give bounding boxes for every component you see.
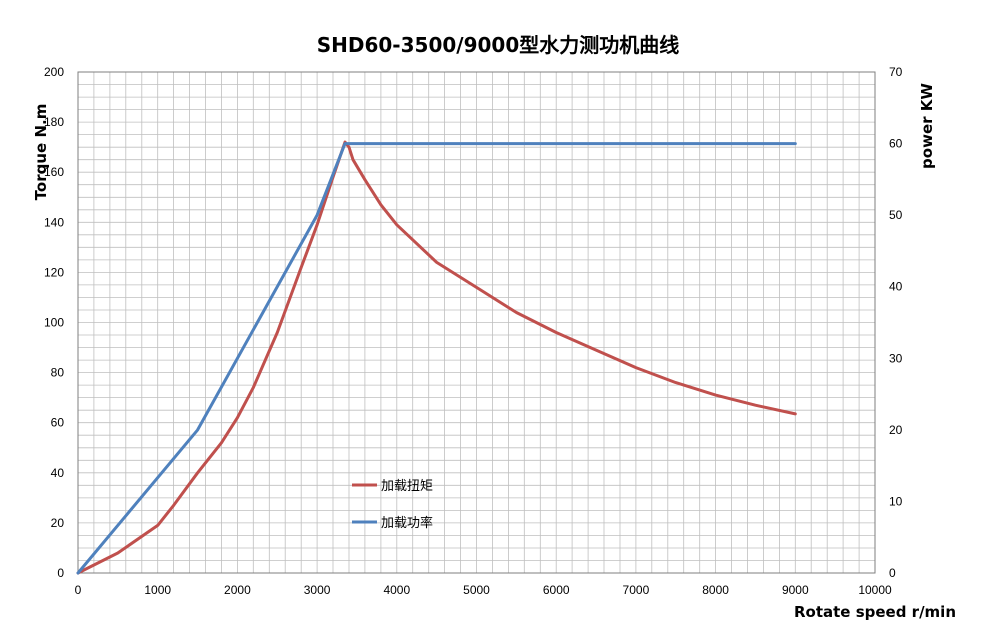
- y-left-tick-label: 160: [44, 165, 64, 179]
- y-left-axis-ticks: 0 20 40 60 80 100 120 140 160 180 200: [44, 65, 64, 580]
- y-left-axis-title: Torque N.m: [32, 104, 50, 201]
- y-right-tick-label: 40: [889, 280, 903, 294]
- x-tick-label: 5000: [463, 583, 490, 597]
- y-right-tick-label: 10: [889, 494, 903, 508]
- y-left-tick-label: 0: [57, 566, 64, 580]
- y-left-tick-label: 100: [44, 316, 64, 330]
- x-tick-label: 6000: [543, 583, 570, 597]
- series-line-torque: [76, 140, 797, 575]
- x-axis-title: Rotate speed r/min: [794, 603, 956, 621]
- y-right-tick-label: 70: [889, 65, 903, 79]
- legend-entry-label: 加载功率: [381, 515, 433, 531]
- y-right-tick-label: 30: [889, 351, 903, 365]
- x-tick-label: 4000: [383, 583, 410, 597]
- y-left-tick-label: 20: [51, 516, 65, 530]
- chart-title: SHD60-3500/9000型水力测功机曲线: [317, 33, 680, 57]
- series-line-power: [76, 142, 797, 575]
- y-right-axis-ticks: 0 10 20 30 40 50 60 70: [889, 65, 903, 580]
- plot-area-border: [77, 71, 876, 574]
- x-tick-label: 8000: [702, 583, 729, 597]
- x-tick-label: 1000: [144, 583, 171, 597]
- y-right-tick-label: 20: [889, 423, 903, 437]
- y-left-tick-label: 140: [44, 215, 64, 229]
- series-lines: [76, 140, 797, 575]
- x-tick-label: 0: [75, 583, 82, 597]
- x-tick-label: 2000: [224, 583, 251, 597]
- legend-entry-label: 加载扭矩: [381, 479, 433, 494]
- x-tick-label: 3000: [304, 583, 331, 597]
- x-tick-label: 9000: [782, 583, 809, 597]
- grid: [77, 71, 876, 574]
- y-left-tick-label: 180: [44, 115, 64, 129]
- x-tick-label: 7000: [623, 583, 650, 597]
- y-left-tick-label: 120: [44, 265, 64, 279]
- y-right-tick-label: 0: [889, 566, 896, 580]
- y-right-tick-label: 60: [889, 137, 903, 151]
- x-axis-ticks: 0 1000 2000 3000 4000 5000 6000 7000 8000 9000 100…: [75, 583, 892, 597]
- y-right-axis-title: power KW: [918, 83, 936, 169]
- y-left-tick-label: 40: [51, 466, 65, 480]
- y-left-tick-label: 200: [44, 65, 64, 79]
- x-tick-label: 10000: [858, 583, 892, 597]
- y-left-tick-label: 60: [51, 416, 65, 430]
- y-right-tick-label: 50: [889, 208, 903, 222]
- y-left-tick-label: 80: [51, 366, 65, 380]
